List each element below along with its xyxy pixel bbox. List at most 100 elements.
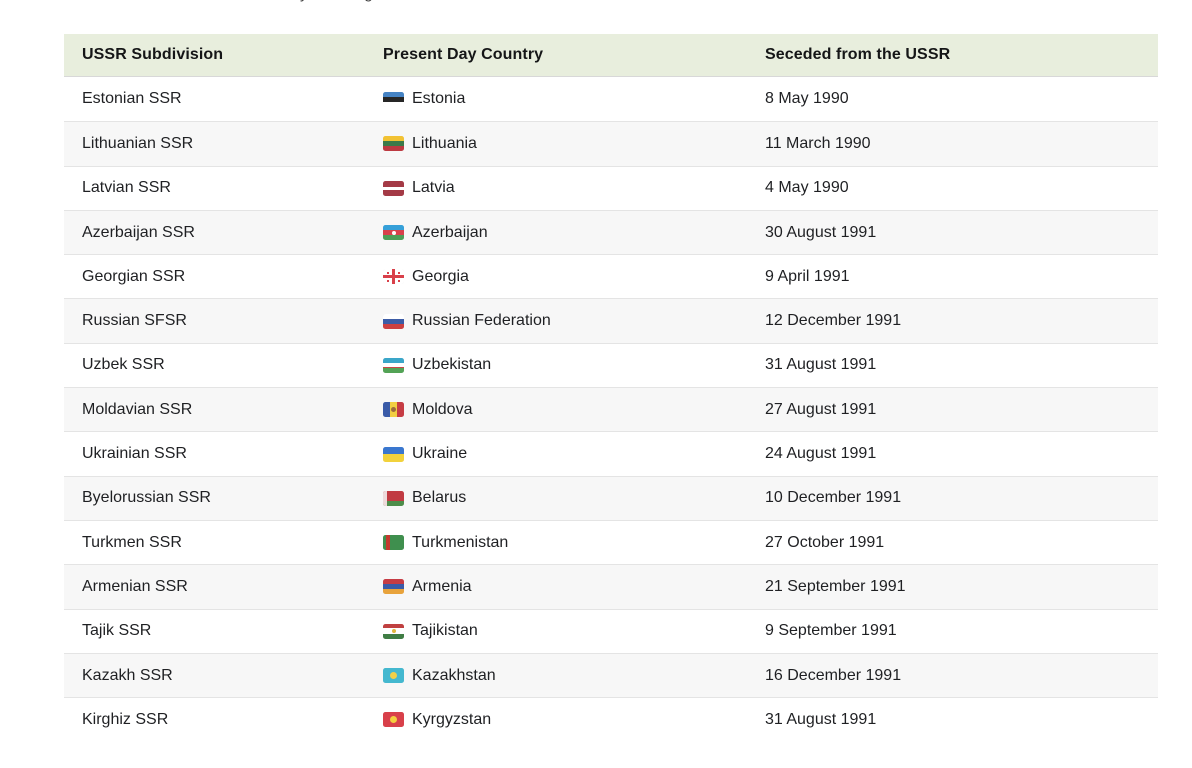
table-row: Uzbek SSR Uzbekistan 31 August 1991 [64, 342, 1158, 388]
ussr-secession-table: USSR Subdivision Present Day Country Sec… [64, 34, 1158, 742]
table-row: Latvian SSR Latvia 4 May 1990 [64, 165, 1158, 210]
secession-date-cell: 27 October 1991 [765, 533, 885, 551]
country-flag-icon [383, 357, 404, 373]
country-flag-icon [383, 180, 404, 196]
subdivision-cell: Latvian SSR [82, 179, 171, 197]
table-row: Estonian SSR Estonia 8 May 1990 [64, 77, 1158, 122]
secession-date-cell: 4 May 1990 [765, 179, 849, 197]
table-row: Moldavian SSR Moldova 27 August 1991 [64, 387, 1158, 432]
table-body: Estonian SSR Estonia 8 May 1990 Lithuani… [64, 77, 1158, 742]
subdivision-cell: Georgian SSR [82, 267, 186, 285]
table-row: Armenian SSR Armenia 21 September 1991 [64, 564, 1158, 609]
country-flag-icon [383, 623, 404, 639]
subdivision-cell: Armenian SSR [82, 577, 188, 595]
country-cell: Armenia [383, 578, 765, 596]
table-row: Kirghiz SSR Kyrgyzstan 31 August 1991 [64, 697, 1158, 742]
secession-date-cell: 31 August 1991 [765, 710, 877, 728]
table-row: Russian SFSR Russian Federation 12 Decem… [64, 298, 1158, 343]
country-flag-icon [383, 446, 404, 462]
subdivision-cell: Turkmen SSR [82, 533, 182, 551]
country-cell: Russian Federation [383, 312, 765, 330]
clipped-glyph: g [364, 0, 373, 3]
secession-date-cell: 12 December 1991 [765, 312, 902, 330]
country-flag-icon [383, 490, 404, 506]
country-flag-icon [383, 91, 404, 107]
table-row: Byelorussian SSR Belarus 10 December 199… [64, 475, 1158, 520]
clipped-glyph: y [300, 0, 308, 3]
country-name: Tajikistan [412, 622, 478, 640]
secession-date-cell: 9 April 1991 [765, 267, 850, 285]
table-row: Lithuanian SSR Lithuania 11 March 1990 [64, 121, 1158, 166]
country-cell: Belarus [383, 489, 765, 507]
country-name: Georgia [412, 267, 469, 285]
column-header-seceded-from-ussr: Seceded from the USSR [765, 46, 951, 63]
secession-date-cell: 24 August 1991 [765, 445, 877, 463]
country-flag-icon [383, 668, 404, 683]
secession-date-cell: 8 May 1990 [765, 90, 849, 108]
subdivision-cell: Byelorussian SSR [82, 489, 211, 507]
subdivision-cell: Ukrainian SSR [82, 445, 187, 463]
country-name: Belarus [412, 489, 467, 507]
country-flag-icon [383, 225, 404, 241]
country-name: Kazakhstan [412, 666, 496, 684]
country-cell: Ukraine [383, 445, 765, 463]
country-name: Uzbekistan [412, 356, 492, 374]
column-header-ussr-subdivision: USSR Subdivision [82, 46, 224, 63]
table-row: Turkmen SSR Turkmenistan 27 October 1991 [64, 519, 1158, 565]
country-name: Kyrgyzstan [412, 710, 492, 728]
country-flag-icon [383, 269, 404, 285]
table-row: Ukrainian SSR Ukraine 24 August 1991 [64, 431, 1158, 476]
table-row: Kazakh SSR Kazakhstan 16 December 1991 [64, 652, 1158, 698]
country-name: Estonia [412, 90, 466, 108]
country-cell: Latvia [383, 179, 765, 197]
secession-date-cell: 16 December 1991 [765, 666, 902, 684]
country-name: Russian Federation [412, 312, 551, 330]
subdivision-cell: Kazakh SSR [82, 666, 173, 684]
country-cell: Moldova [383, 401, 765, 419]
country-name: Latvia [412, 179, 455, 197]
subdivision-cell: Kirghiz SSR [82, 710, 169, 728]
country-name: Azerbaijan [412, 223, 488, 241]
table-row: Azerbaijan SSR Azerbaijan 30 August 1991 [64, 209, 1158, 255]
country-flag-icon [383, 402, 404, 418]
country-cell: Kyrgyzstan [383, 711, 765, 729]
secession-date-cell: 31 August 1991 [765, 356, 877, 374]
country-cell: Tajikistan [383, 622, 765, 640]
country-cell: Uzbekistan [383, 356, 765, 374]
secession-date-cell: 27 August 1991 [765, 400, 877, 418]
country-cell: Lithuania [383, 135, 765, 153]
secession-date-cell: 21 September 1991 [765, 577, 906, 595]
country-cell: Turkmenistan [383, 534, 765, 552]
country-cell: Georgia [383, 268, 765, 286]
subdivision-cell: Uzbek SSR [82, 356, 165, 374]
subdivision-cell: Lithuanian SSR [82, 134, 194, 152]
country-name: Ukraine [412, 445, 468, 463]
column-header-present-day-country: Present Day Country [383, 46, 544, 63]
country-name: Lithuania [412, 134, 477, 152]
subdivision-cell: Russian SFSR [82, 312, 187, 330]
subdivision-cell: Estonian SSR [82, 90, 182, 108]
country-cell: Estonia [383, 90, 765, 108]
subdivision-cell: Moldavian SSR [82, 400, 193, 418]
country-flag-icon [383, 136, 404, 152]
secession-date-cell: 11 March 1990 [765, 134, 871, 152]
country-flag-icon [383, 313, 404, 329]
country-cell: Kazakhstan [383, 667, 765, 685]
secession-date-cell: 10 December 1991 [765, 489, 902, 507]
table-header-row: USSR Subdivision Present Day Country Sec… [64, 34, 1158, 77]
table-row: Georgian SSR Georgia 9 April 1991 [64, 254, 1158, 299]
secession-date-cell: 9 September 1991 [765, 622, 897, 640]
country-name: Turkmenistan [412, 533, 509, 551]
subdivision-cell: Tajik SSR [82, 622, 152, 640]
country-cell: Azerbaijan [383, 224, 765, 242]
country-flag-icon [383, 712, 404, 728]
table-row: Tajik SSR Tajikistan 9 September 1991 [64, 608, 1158, 653]
clipped-text-fragment: y g [0, 0, 1192, 5]
country-flag-icon [383, 535, 404, 551]
country-flag-icon [383, 579, 404, 595]
country-name: Armenia [412, 577, 472, 595]
secession-date-cell: 30 August 1991 [765, 223, 877, 241]
subdivision-cell: Azerbaijan SSR [82, 223, 195, 241]
country-name: Moldova [412, 400, 473, 418]
